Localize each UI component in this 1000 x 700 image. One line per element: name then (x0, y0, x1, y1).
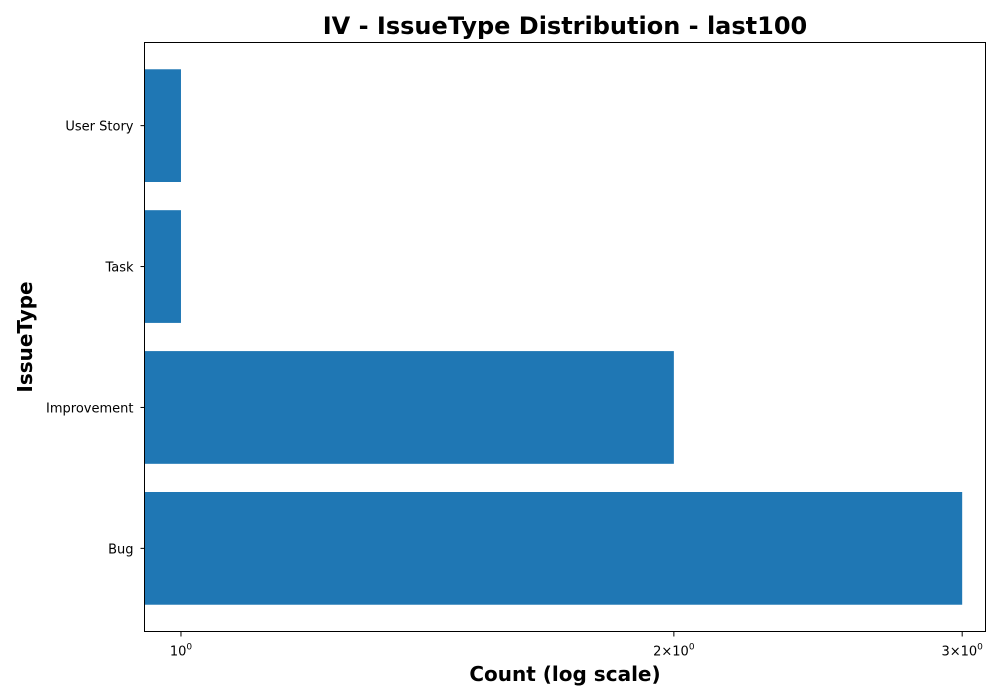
y-axis-label: IssueType (13, 281, 37, 392)
bar-user-story (144, 69, 181, 182)
y-tick-label: Bug (108, 542, 133, 557)
bar-bug (144, 492, 963, 605)
x-tick-label: 100 (170, 643, 193, 660)
bar-improvement (144, 351, 674, 464)
x-axis-ticks: 100 2×100 3×100 (170, 631, 983, 660)
x-tick-label: 3×100 (941, 643, 983, 660)
plot-area-frame (144, 42, 986, 632)
y-tick-label: User Story (65, 120, 133, 135)
bars-layer (144, 69, 963, 605)
chart-title: IV - IssueType Distribution - last100 (323, 12, 807, 40)
x-axis-label: Count (log scale) (469, 662, 660, 686)
y-axis-ticks: Bug Improvement Task User Story (46, 120, 145, 557)
y-tick-label: Improvement (46, 401, 133, 416)
bar-task (144, 210, 181, 323)
x-tick-label: 2×100 (653, 643, 695, 660)
y-tick-label: Task (104, 261, 134, 276)
